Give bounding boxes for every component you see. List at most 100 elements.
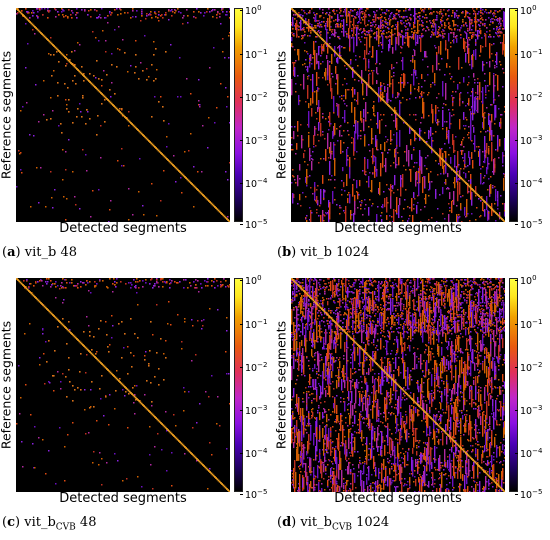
heatmap-cell	[33, 135, 35, 137]
heatmap-cell	[468, 294, 470, 296]
heatmap-cell	[446, 19, 448, 21]
diagonal-cell	[113, 105, 115, 107]
heatmap-cell	[92, 31, 94, 33]
heatmap-cell	[295, 280, 297, 282]
heatmap-cell	[377, 306, 379, 308]
heatmap-cell	[495, 74, 497, 76]
heatmap-cell	[55, 297, 57, 299]
heatmap-cell	[156, 215, 158, 217]
heatmap-cell	[482, 202, 484, 211]
heatmap-cell	[185, 279, 187, 281]
heatmap-cell	[473, 13, 475, 15]
heatmap-cell	[163, 379, 165, 381]
heatmap-cell	[497, 198, 499, 200]
diagonal-cell	[55, 317, 58, 320]
heatmap-cell	[354, 99, 356, 101]
colorbar-tick-label: 10−5	[245, 488, 268, 502]
heatmap-cell	[307, 164, 309, 166]
heatmap-cell	[415, 329, 417, 331]
heatmap-cell	[324, 332, 326, 334]
heatmap-cell	[490, 329, 492, 331]
diagonal-cell	[215, 477, 217, 479]
heatmap-cell	[395, 153, 397, 155]
heatmap-cell	[382, 322, 384, 324]
heatmap-cell	[354, 16, 356, 18]
heatmap-cell	[403, 73, 405, 89]
heatmap-cell	[293, 309, 295, 311]
heatmap-cell	[310, 211, 312, 222]
heatmap-cell	[500, 18, 502, 20]
heatmap-cell	[430, 310, 432, 312]
heatmap-cell	[398, 10, 400, 12]
heatmap-cell	[465, 125, 467, 127]
diagonal-cell	[179, 441, 181, 443]
heatmap-cell	[459, 99, 461, 101]
heatmap-cell	[500, 23, 502, 25]
heatmap-cell	[68, 99, 70, 101]
heatmap-cell	[490, 11, 492, 13]
heatmap-cell	[410, 84, 412, 86]
heatmap-cell	[17, 12, 19, 14]
heatmap-cell	[366, 306, 368, 308]
heatmap-cell	[484, 402, 486, 404]
heatmap-cell	[315, 200, 317, 202]
heatmap-cell	[323, 21, 325, 23]
heatmap-cell	[433, 326, 435, 328]
heatmap-cell	[490, 21, 492, 23]
heatmap-cell	[126, 478, 128, 480]
diagonal-cell	[128, 120, 131, 123]
heatmap-cell	[44, 383, 46, 385]
heatmap-cell	[65, 169, 67, 171]
heatmap-cell	[427, 94, 429, 96]
heatmap-cell	[331, 310, 333, 312]
diagonal-cell	[48, 40, 51, 43]
heatmap-cell	[439, 319, 441, 321]
heatmap-cell	[504, 12, 505, 19]
heatmap-cell	[207, 278, 209, 280]
heatmap-cell	[477, 30, 479, 40]
heatmap-cell	[448, 203, 450, 205]
heatmap-cell	[31, 12, 33, 14]
heatmap-cell	[314, 126, 316, 136]
heatmap-cell	[421, 33, 423, 35]
heatmap-cell	[474, 283, 476, 285]
heatmap-cell	[428, 173, 430, 183]
heatmap-cell	[500, 195, 502, 197]
heatmap-cell	[86, 109, 88, 111]
heatmap-cell	[429, 131, 431, 133]
heatmap-plot	[291, 8, 505, 222]
heatmap-cell	[319, 205, 321, 207]
heatmap-cell	[411, 37, 413, 39]
heatmap-cell	[220, 23, 222, 25]
heatmap-cell	[362, 91, 364, 93]
heatmap-cell	[93, 406, 95, 408]
diagonal-cell	[161, 153, 163, 155]
heatmap-cell	[198, 291, 200, 293]
heatmap-cell	[331, 451, 333, 453]
diagonal-cell	[501, 218, 503, 220]
diagonal-cell	[61, 323, 64, 326]
heatmap-cell	[431, 25, 433, 27]
heatmap-cell	[393, 134, 395, 136]
heatmap-cell	[318, 88, 320, 90]
heatmap-cell	[155, 13, 157, 15]
heatmap-cell	[486, 167, 488, 175]
heatmap-cell	[400, 292, 402, 294]
heatmap-cell	[359, 201, 361, 203]
heatmap-cell	[307, 476, 309, 482]
heatmap-cell	[347, 159, 349, 161]
heatmap-cell	[28, 287, 30, 289]
diagonal-cell	[58, 320, 60, 322]
diagonal-cell	[158, 420, 161, 423]
heatmap-cell	[20, 110, 22, 112]
diagonal-cell	[323, 40, 326, 43]
heatmap-cell	[483, 319, 485, 321]
heatmap-cell	[449, 73, 451, 75]
heatmap-cell	[332, 320, 334, 322]
heatmap-cell	[472, 281, 474, 283]
heatmap-cell	[304, 12, 306, 14]
heatmap-cell	[442, 187, 444, 195]
colorbar	[234, 8, 243, 222]
heatmap-cell	[386, 9, 388, 11]
heatmap-cell	[322, 297, 324, 299]
